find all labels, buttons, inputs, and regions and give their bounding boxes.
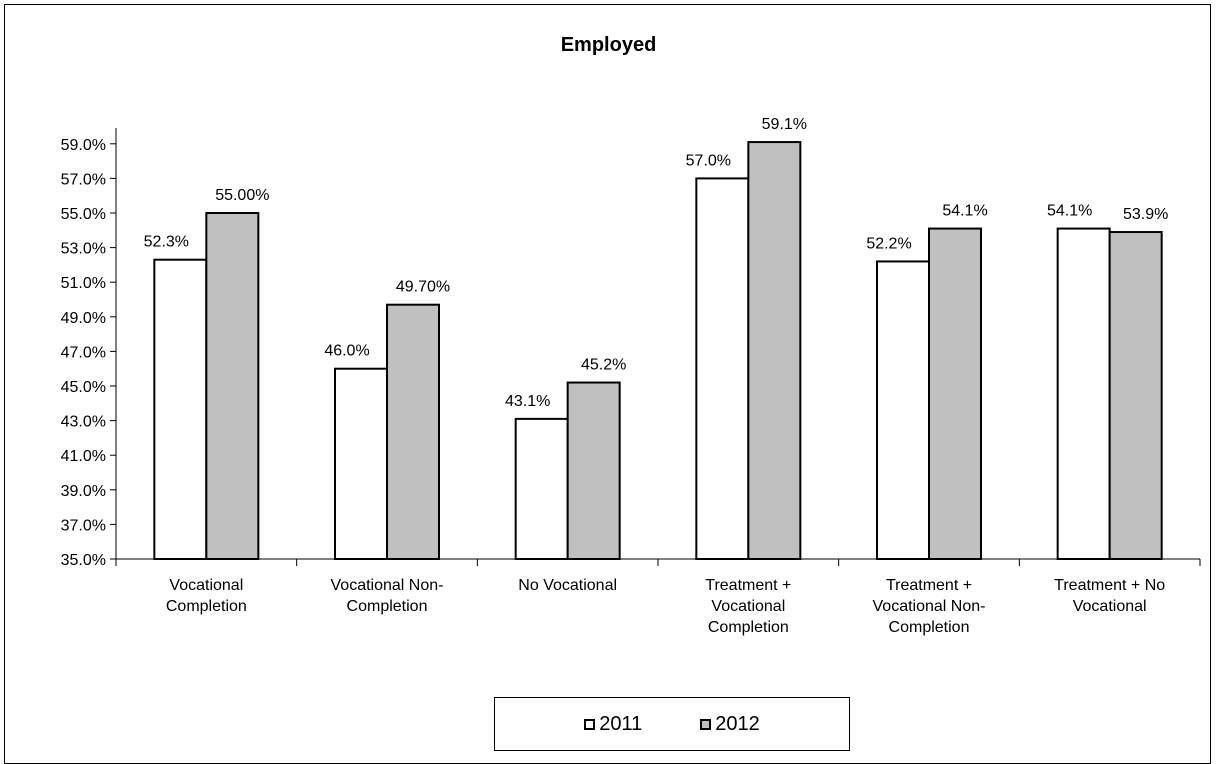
bars — [153, 141, 1163, 561]
bar-2011-1 — [334, 367, 388, 561]
x-tick-label: Treatment + Vocational Non-Completion — [873, 577, 986, 636]
bar-2012-0 — [205, 212, 260, 560]
y-tick-label: 39.0% — [61, 483, 106, 500]
data-label-2012-2: 45.2% — [581, 357, 626, 374]
bar-2011-0 — [153, 258, 208, 560]
x-tick-label: Vocational Non-Completion — [331, 577, 444, 615]
x-tick-label: Treatment + No Vocational — [1054, 577, 1165, 615]
legend-swatch-2011 — [584, 718, 596, 730]
bar-2012-1 — [386, 303, 440, 560]
y-tick-label: 57.0% — [61, 171, 106, 188]
y-tick-label: 49.0% — [61, 310, 106, 327]
data-label-2012-5: 53.9% — [1123, 206, 1168, 223]
legend-label-2012: 2012 — [715, 712, 760, 735]
bar-2012-3 — [747, 141, 802, 560]
data-label-2012-1: 49.70% — [396, 279, 450, 296]
y-tick-label: 55.0% — [61, 206, 106, 223]
y-tick-label: 53.0% — [61, 241, 106, 258]
bar-2012-2 — [566, 381, 621, 561]
bar-2011-4 — [876, 260, 930, 560]
y-tick-label: 59.0% — [61, 137, 106, 154]
y-tick-label: 47.0% — [61, 344, 106, 361]
bar-2011-2 — [514, 417, 569, 560]
legend-label-2011: 2011 — [599, 712, 643, 735]
y-tick-label: 45.0% — [61, 379, 106, 396]
x-tick-label: Vocational Completion — [166, 577, 247, 615]
data-label-2011-3: 57.0% — [686, 152, 731, 169]
legend: 2011 2012 — [494, 697, 850, 751]
bar-2012-4 — [928, 227, 982, 560]
legend-swatch-2012 — [700, 718, 712, 730]
data-label-2012-4: 54.1% — [942, 203, 987, 220]
y-tick-label: 37.0% — [61, 517, 106, 534]
x-tick-label: Treatment + Vocational Completion — [705, 577, 791, 636]
data-label-2011-1: 46.0% — [324, 343, 369, 360]
data-label-2011-4: 52.2% — [866, 235, 911, 252]
axes: 35.0% 37.0% 39.0% 41.0% 43.0% 45.0% 47.0% 49.0%… — [61, 128, 1201, 636]
y-tick-label: 35.0% — [61, 552, 106, 569]
y-tick-label: 43.0% — [61, 414, 106, 431]
bar-2012-5 — [1108, 231, 1163, 560]
bar-2011-3 — [695, 177, 750, 560]
x-tick-label: No Vocational — [518, 577, 617, 594]
legend-item-2011: 2011 — [584, 713, 642, 736]
data-label-2012-0: 55.00% — [215, 187, 269, 204]
data-label-2012-3: 59.1% — [762, 116, 807, 133]
bar-2011-5 — [1056, 227, 1111, 560]
chart-title: Employed — [560, 34, 657, 56]
legend-item-2012: 2012 — [700, 713, 760, 736]
data-label-2011-2: 43.1% — [505, 393, 550, 410]
data-label-2011-5: 54.1% — [1047, 203, 1092, 220]
data-label-2011-0: 52.3% — [144, 234, 189, 251]
data-labels: 52.3% 46.0% 43.1% 57.0% 52.2% 54.1% 55.00% 49.7… — [144, 116, 1169, 410]
y-tick-label: 51.0% — [61, 275, 106, 292]
y-tick-label: 41.0% — [61, 448, 106, 465]
